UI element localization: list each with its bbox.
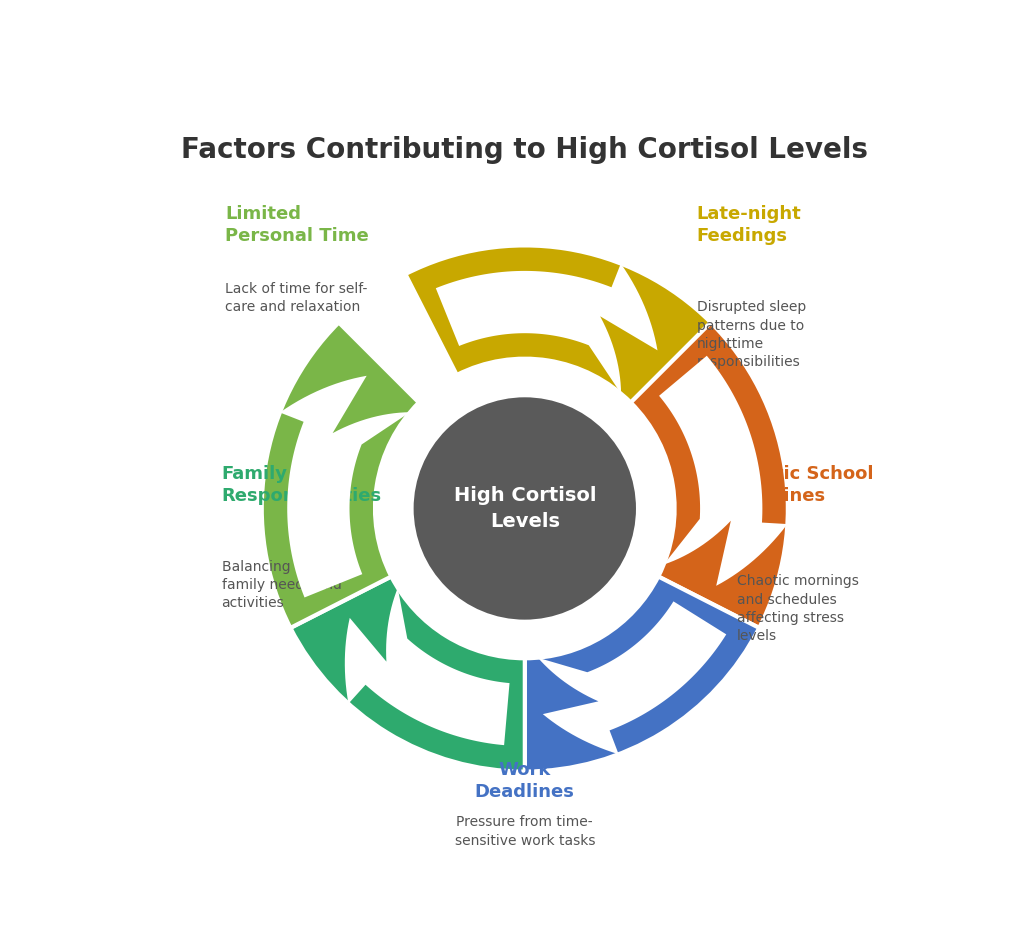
Wedge shape <box>262 323 419 628</box>
Text: Hectic School
Routines: Hectic School Routines <box>736 465 873 505</box>
Wedge shape <box>291 576 524 772</box>
Text: Chaotic mornings
and schedules
affecting stress
levels: Chaotic mornings and schedules affecting… <box>736 574 858 643</box>
Text: Limited
Personal Time: Limited Personal Time <box>225 205 369 246</box>
Wedge shape <box>406 246 711 402</box>
Text: Work
Deadlines: Work Deadlines <box>475 760 574 801</box>
Wedge shape <box>524 576 759 772</box>
Text: Disrupted sleep
patterns due to
nighttime
responsibilities: Disrupted sleep patterns due to nighttim… <box>696 300 806 369</box>
Text: Balancing multiple
family needs and
activities: Balancing multiple family needs and acti… <box>221 560 351 610</box>
Circle shape <box>412 395 638 622</box>
Text: Factors Contributing to High Cortisol Levels: Factors Contributing to High Cortisol Le… <box>181 136 868 164</box>
Text: Late-night
Feedings: Late-night Feedings <box>696 205 801 246</box>
Polygon shape <box>538 602 726 754</box>
Wedge shape <box>631 323 787 628</box>
Polygon shape <box>436 264 657 394</box>
Polygon shape <box>345 587 510 745</box>
Polygon shape <box>280 376 410 598</box>
Text: High Cortisol
Levels: High Cortisol Levels <box>454 486 596 531</box>
Text: Pressure from time-
sensitive work tasks: Pressure from time- sensitive work tasks <box>455 815 595 847</box>
Text: Family
Responsibilities: Family Responsibilities <box>221 465 382 505</box>
Text: Lack of time for self-
care and relaxation: Lack of time for self- care and relaxati… <box>225 282 368 314</box>
Polygon shape <box>659 356 787 586</box>
